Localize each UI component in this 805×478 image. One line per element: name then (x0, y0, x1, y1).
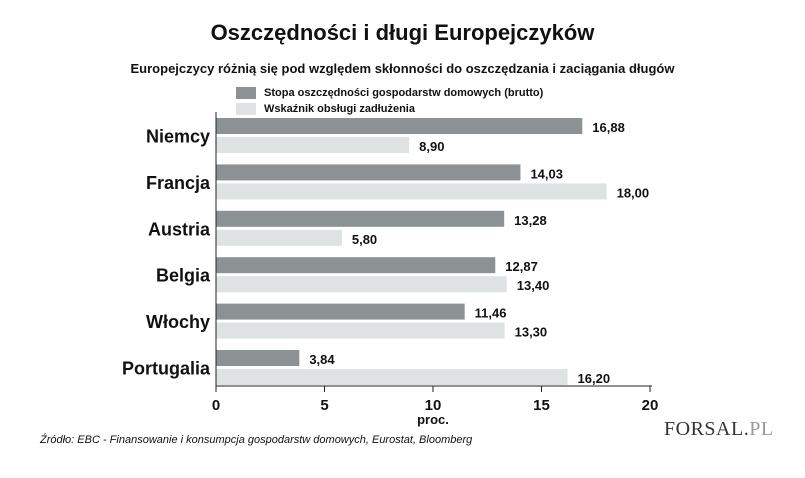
category-label: Francja (146, 173, 211, 193)
bar-series-2 (216, 276, 507, 293)
x-tick-label: 10 (425, 397, 442, 414)
legend-item-series-2: Wskaźnik obsługi zadłużenia (236, 101, 415, 117)
data-label-series-2: 16,20 (578, 371, 611, 386)
bar-series-1 (216, 303, 465, 320)
data-label-series-1: 11,46 (475, 306, 507, 321)
bar-series-1 (216, 164, 521, 181)
x-tick-label: 20 (642, 397, 659, 414)
bar-series-1 (216, 118, 583, 134)
category-label: Niemcy (146, 127, 210, 147)
data-label-series-2: 8,90 (419, 139, 444, 154)
legend-label-series-2: Wskaźnik obsługi zadłużenia (264, 103, 415, 115)
data-label-series-1: 16,88 (592, 120, 625, 135)
bar-series-1 (216, 257, 496, 274)
chart-title: Oszczędności i długi Europejczyków (210, 20, 595, 45)
x-tick-label: 5 (320, 397, 328, 414)
source-note: Źródło: EBC - Finansowanie i konsumpcja … (40, 434, 473, 446)
legend-item-series-1: Stopa oszczędności gospodarstw domowych … (236, 85, 543, 101)
x-axis-label: proc. (417, 412, 449, 427)
bar-series-2 (216, 322, 505, 339)
category-label: Włochy (146, 312, 210, 332)
x-tick-label: 0 (212, 397, 220, 414)
data-label-series-1: 14,03 (530, 166, 563, 181)
bar-series-1 (216, 210, 505, 227)
bar-series-2 (216, 229, 342, 246)
category-label: Belgia (156, 266, 211, 286)
category-label: Portugalia (122, 359, 211, 379)
data-label-series-1: 3,84 (309, 352, 335, 367)
legend-swatch-series-2 (236, 103, 256, 115)
data-label-series-2: 5,80 (352, 232, 377, 247)
chart-subtitle: Europejczycy różnią się pod względem skł… (130, 61, 675, 76)
category-label: Austria (148, 219, 211, 239)
bar-series-2 (216, 137, 410, 153)
x-tick-label: 15 (533, 397, 550, 414)
bar-series-2 (216, 369, 568, 385)
bar-series-2 (216, 183, 607, 200)
data-label-series-2: 18,00 (617, 185, 650, 200)
legend-label-series-1: Stopa oszczędności gospodarstw domowych … (264, 87, 544, 99)
bar-series-1 (216, 350, 300, 366)
data-label-series-2: 13,30 (515, 325, 548, 340)
legend-swatch-series-1 (236, 87, 256, 99)
data-label-series-1: 12,87 (505, 259, 538, 274)
data-label-series-1: 13,28 (514, 213, 547, 228)
data-label-series-2: 13,40 (517, 278, 550, 293)
forsal-logo: FORSAL.PL (664, 418, 774, 440)
